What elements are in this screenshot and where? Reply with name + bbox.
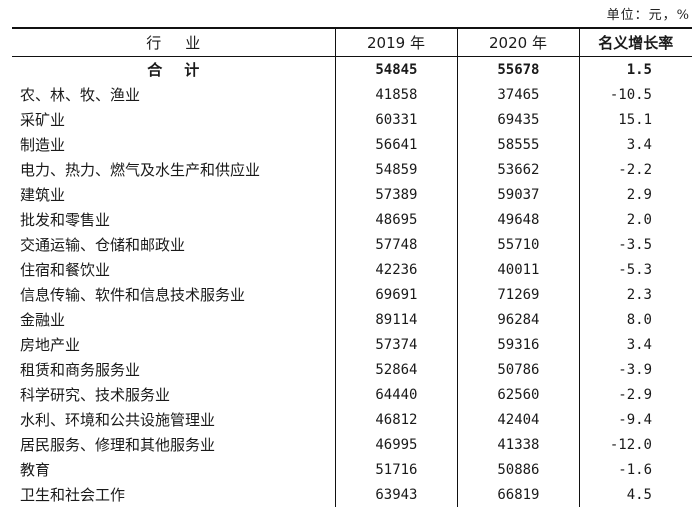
industry-cell: 卫生和社会工作 (12, 482, 335, 507)
industry-cell: 农、林、牧、渔业 (12, 82, 335, 107)
total-2020: 55678 (457, 57, 579, 83)
industry-cell: 建筑业 (12, 182, 335, 207)
value-2019-cell: 56641 (335, 132, 457, 157)
unit-note: 单位：元，% (607, 4, 690, 23)
industry-cell: 教育 (12, 457, 335, 482)
growth-rate-cell: -1.6 (579, 457, 692, 482)
total-2019: 54845 (335, 57, 457, 83)
growth-rate-cell: -2.2 (579, 157, 692, 182)
value-2020-cell: 50886 (457, 457, 579, 482)
growth-rate-cell: 15.1 (579, 107, 692, 132)
value-2019-cell: 64440 (335, 382, 457, 407)
value-2020-cell: 40011 (457, 257, 579, 282)
value-2019-cell: 57748 (335, 232, 457, 257)
value-2020-cell: 59316 (457, 332, 579, 357)
value-2019-cell: 54859 (335, 157, 457, 182)
growth-rate-cell: 3.4 (579, 332, 692, 357)
industry-cell: 住宿和餐饮业 (12, 257, 335, 282)
wage-table: 行业 2019 年 2020 年 名义增长率 合计 54845 55678 1.… (12, 27, 692, 507)
header-row: 行业 2019 年 2020 年 名义增长率 (12, 28, 692, 57)
industry-cell: 居民服务、修理和其他服务业 (12, 432, 335, 457)
value-2019-cell: 41858 (335, 82, 457, 107)
value-2020-cell: 69435 (457, 107, 579, 132)
value-2020-cell: 62560 (457, 382, 579, 407)
industry-cell: 水利、环境和公共设施管理业 (12, 407, 335, 432)
industry-cell: 采矿业 (12, 107, 335, 132)
value-2019-cell: 48695 (335, 207, 457, 232)
growth-rate-cell: -9.4 (579, 407, 692, 432)
value-2020-cell: 49648 (457, 207, 579, 232)
industry-cell: 租赁和商务服务业 (12, 357, 335, 382)
industry-cell: 批发和零售业 (12, 207, 335, 232)
growth-rate-cell: -5.3 (579, 257, 692, 282)
header-growth-rate: 名义增长率 (579, 28, 692, 57)
industry-cell: 制造业 (12, 132, 335, 157)
value-2019-cell: 57389 (335, 182, 457, 207)
growth-rate-cell: -3.5 (579, 232, 692, 257)
value-2019-cell: 60331 (335, 107, 457, 132)
value-2020-cell: 42404 (457, 407, 579, 432)
header-2020: 2020 年 (457, 28, 579, 57)
growth-rate-cell: 2.3 (579, 282, 692, 307)
industry-cell: 房地产业 (12, 332, 335, 357)
header-industry: 行业 (12, 28, 335, 57)
growth-rate-cell: 3.4 (579, 132, 692, 157)
growth-rate-cell: 2.9 (579, 182, 692, 207)
value-2020-cell: 66819 (457, 482, 579, 507)
value-2020-cell: 37465 (457, 82, 579, 107)
value-2019-cell: 57374 (335, 332, 457, 357)
value-2019-cell: 89114 (335, 307, 457, 332)
value-2019-cell: 52864 (335, 357, 457, 382)
value-2020-cell: 53662 (457, 157, 579, 182)
total-growth-rate: 1.5 (579, 57, 692, 83)
growth-rate-cell: -12.0 (579, 432, 692, 457)
table-header: 行业 2019 年 2020 年 名义增长率 (12, 28, 692, 57)
growth-rate-cell: 4.5 (579, 482, 692, 507)
growth-rate-cell: -3.9 (579, 357, 692, 382)
growth-rate-cell: -2.9 (579, 382, 692, 407)
value-2020-cell: 59037 (457, 182, 579, 207)
value-2019-cell: 51716 (335, 457, 457, 482)
total-label: 合计 (12, 57, 335, 83)
industry-cell: 交通运输、仓储和邮政业 (12, 232, 335, 257)
value-2019-cell: 69691 (335, 282, 457, 307)
value-2019-cell: 42236 (335, 257, 457, 282)
industry-cell: 科学研究、技术服务业 (12, 382, 335, 407)
industry-cell: 信息传输、软件和信息技术服务业 (12, 282, 335, 307)
value-2019-cell: 46812 (335, 407, 457, 432)
growth-rate-cell: 8.0 (579, 307, 692, 332)
value-2020-cell: 58555 (457, 132, 579, 157)
value-2019-cell: 63943 (335, 482, 457, 507)
value-2020-cell: 55710 (457, 232, 579, 257)
industry-cell: 电力、热力、燃气及水生产和供应业 (12, 157, 335, 182)
header-2019: 2019 年 (335, 28, 457, 57)
value-2020-cell: 96284 (457, 307, 579, 332)
growth-rate-cell: -10.5 (579, 82, 692, 107)
total-row: 合计 54845 55678 1.5 (12, 57, 692, 83)
value-2020-cell: 50786 (457, 357, 579, 382)
growth-rate-cell: 2.0 (579, 207, 692, 232)
value-2019-cell: 46995 (335, 432, 457, 457)
value-2020-cell: 71269 (457, 282, 579, 307)
value-2020-cell: 41338 (457, 432, 579, 457)
industry-cell: 金融业 (12, 307, 335, 332)
